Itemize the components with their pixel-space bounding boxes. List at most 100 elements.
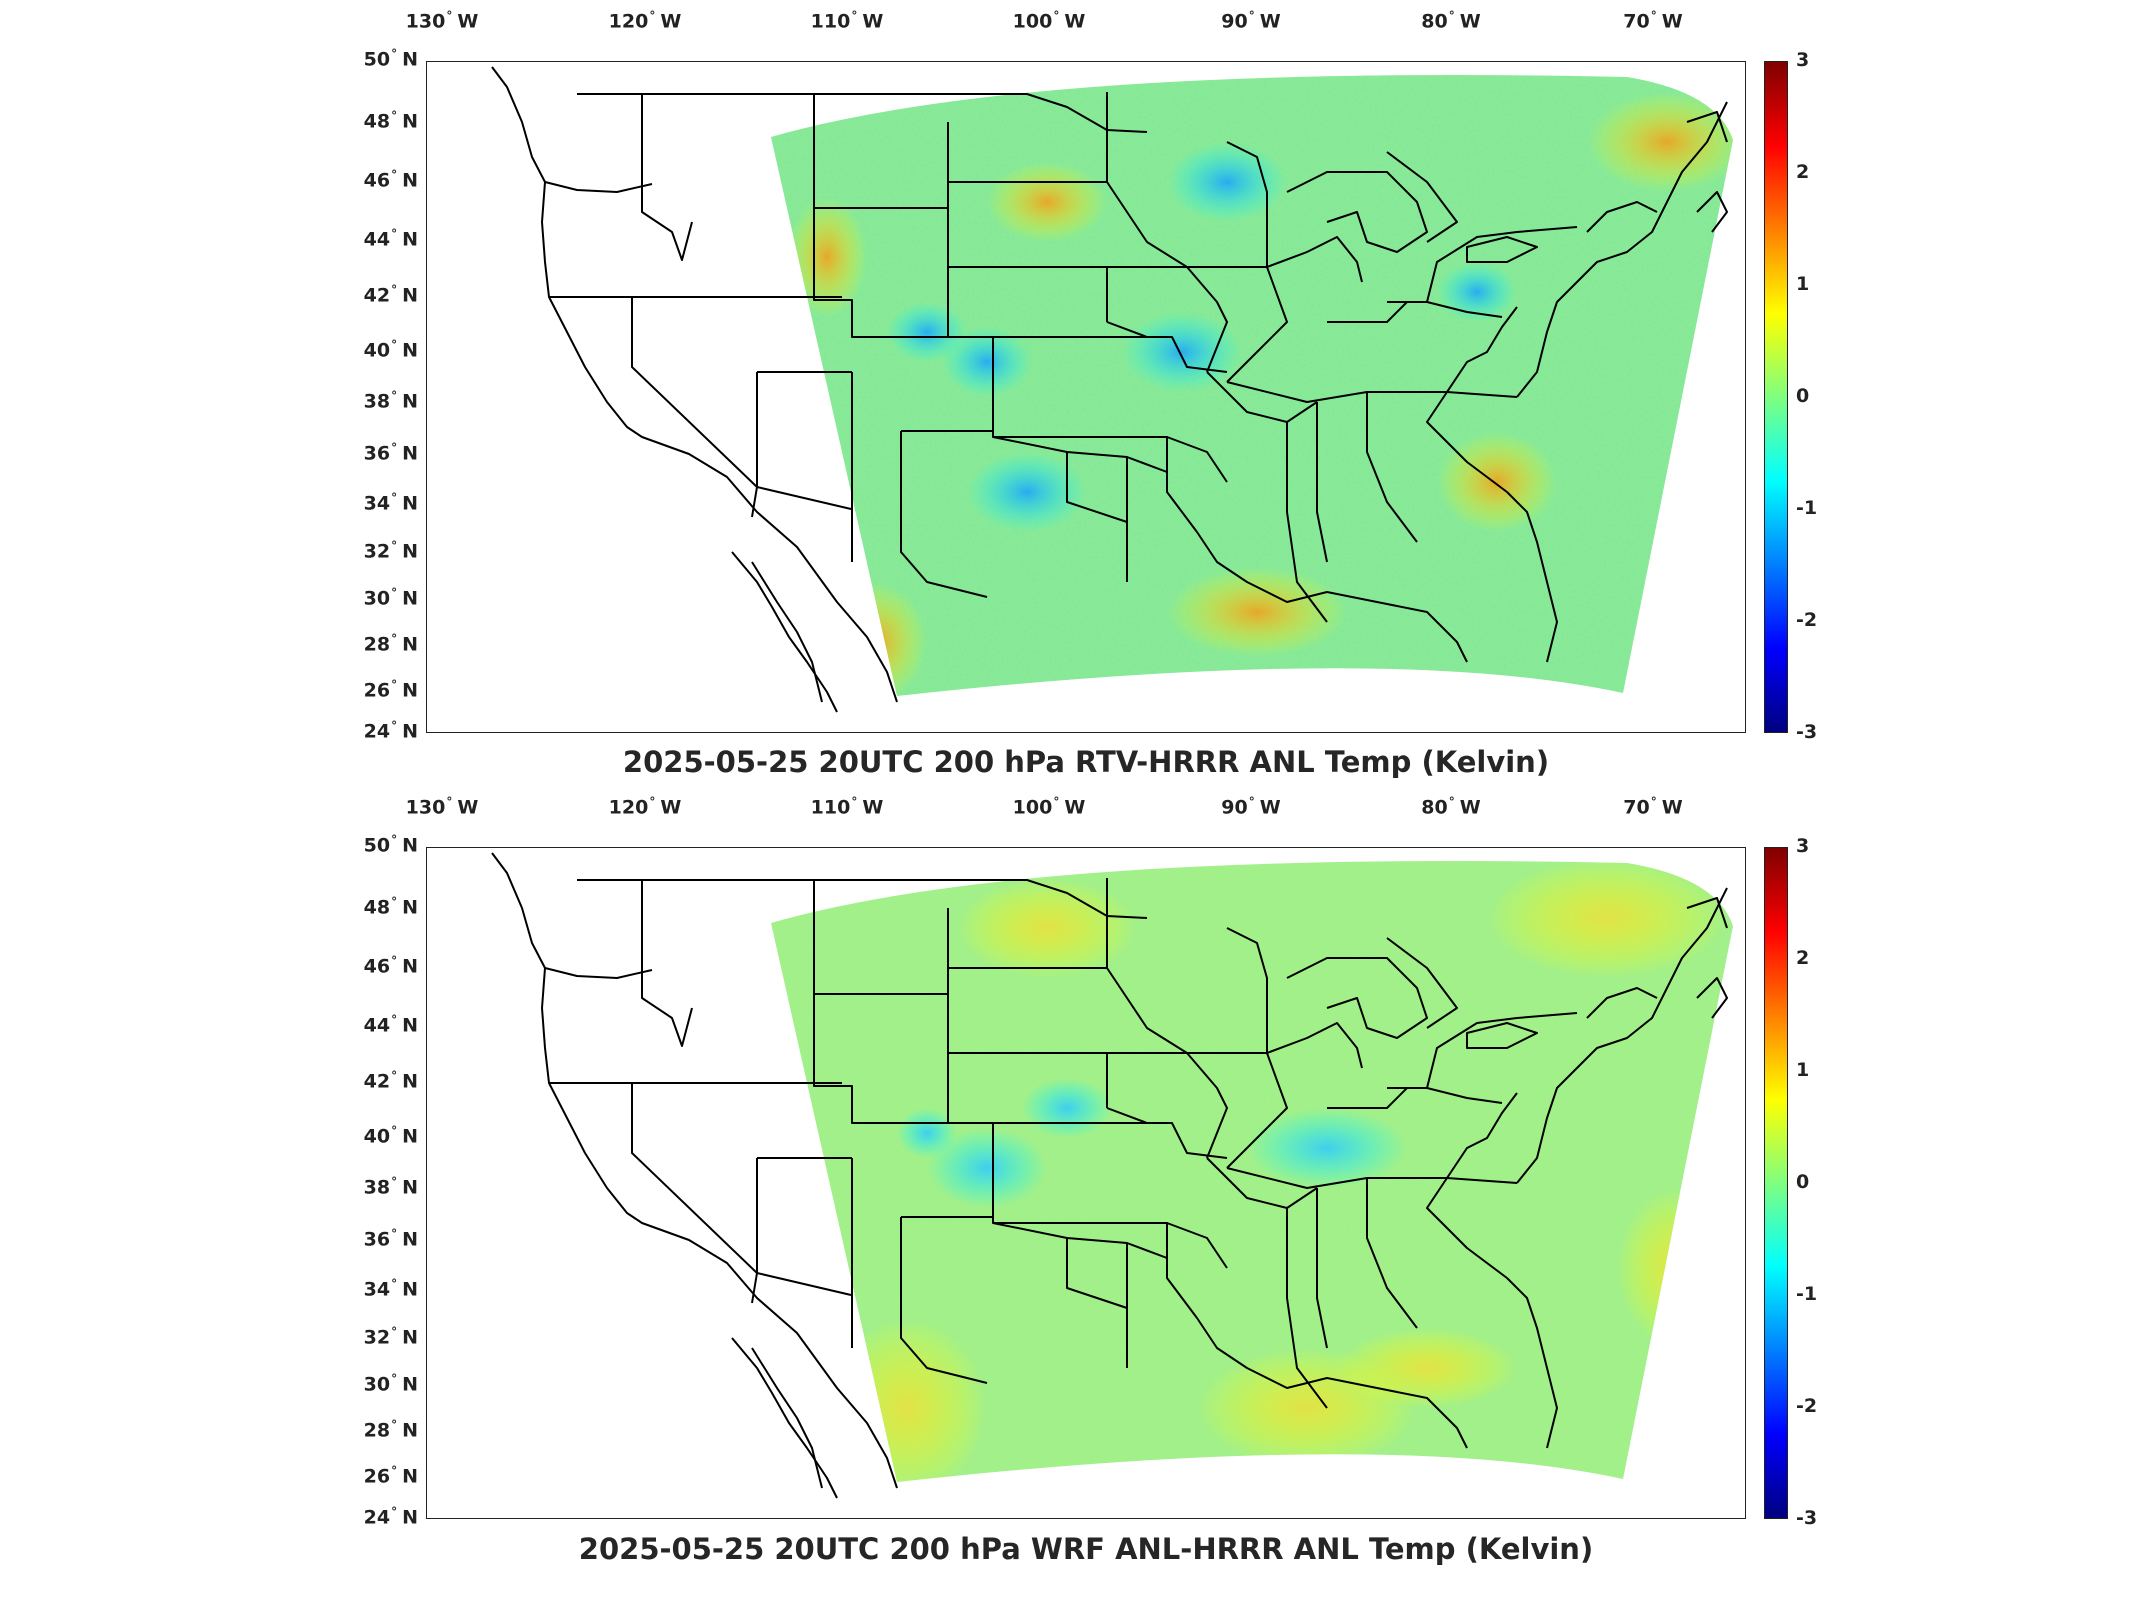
latitude-label: 34° N (328, 491, 418, 514)
label-degree-value: 26 (363, 679, 391, 702)
boundary-line (544, 967, 653, 979)
boundary-line (1327, 1087, 1408, 1109)
boundary-line (1226, 141, 1268, 267)
degree-symbol: ° (851, 9, 858, 23)
colorbar-tick-label: 2 (1796, 947, 1810, 969)
degree-symbol: ° (1053, 795, 1060, 809)
boundary-line (1266, 1022, 1363, 1069)
label-hemisphere: N (402, 1125, 418, 1148)
boundary-line (1386, 937, 1458, 1029)
boundary-line (1166, 1222, 1228, 1269)
boundary-line (731, 1337, 838, 1499)
latitude-label: 36° N (328, 1227, 418, 1250)
boundary-line (947, 879, 1148, 919)
boundary-line (1206, 1157, 1318, 1209)
label-hemisphere: N (402, 339, 418, 362)
label-hemisphere: W (1259, 10, 1281, 33)
degree-symbol: ° (391, 1464, 398, 1478)
longitude-label: 130° W (406, 795, 479, 818)
boundary-line (1226, 927, 1268, 1053)
label-hemisphere: N (402, 1373, 418, 1396)
label-hemisphere: N (402, 284, 418, 307)
label-degree-value: 50 (363, 834, 391, 857)
boundary-line (1107, 1052, 1228, 1159)
degree-symbol: ° (391, 47, 398, 61)
longitude-label: 80° W (1421, 795, 1480, 818)
label-hemisphere: W (1064, 10, 1086, 33)
degree-symbol: ° (391, 895, 398, 909)
label-degree-value: 26 (363, 1465, 391, 1488)
label-hemisphere: N (402, 442, 418, 465)
colorbar-bottom (1764, 847, 1788, 1519)
boundary-line (1686, 897, 1728, 929)
colorbar-tick-label: -2 (1796, 609, 1818, 631)
label-hemisphere: N (402, 633, 418, 656)
degree-symbol: ° (1448, 795, 1455, 809)
label-degree-value: 70 (1623, 10, 1650, 33)
boundary-line (756, 1272, 852, 1296)
latitude-label: 30° N (328, 1372, 418, 1395)
map-area-bottom (426, 847, 1746, 1519)
boundary-line (1196, 531, 1468, 663)
boundary-line (993, 436, 1198, 533)
label-degree-value: 30 (363, 1373, 391, 1396)
colorbar-tick-label: 1 (1796, 273, 1810, 295)
label-degree-value: 32 (363, 1326, 391, 1349)
map-svg-bottom (491, 852, 1733, 1499)
boundary-line (1426, 226, 1578, 303)
label-hemisphere: N (402, 492, 418, 515)
colorbar-tick-label: 2 (1796, 161, 1810, 183)
latitude-label: 26° N (328, 678, 418, 701)
panel-title-bottom: 2025-05-25 20UTC 200 hPa WRF ANL-HRRR AN… (578, 1532, 1594, 1566)
boundary-line (1106, 1107, 1148, 1124)
label-degree-value: 32 (363, 540, 391, 563)
degree-symbol: ° (649, 9, 656, 23)
boundary-line (813, 994, 993, 1124)
boundary-line (1466, 1022, 1538, 1049)
colorbar-tick-label: -3 (1796, 721, 1818, 743)
latitude-label: 34° N (328, 1277, 418, 1300)
colorbar-tick-label: 1 (1796, 1059, 1810, 1081)
label-degree-value: 90 (1221, 796, 1248, 819)
boundary-line (1106, 181, 1188, 268)
label-degree-value: 130 (405, 796, 446, 819)
longitude-label: 130° W (406, 9, 479, 32)
degree-symbol: ° (1650, 795, 1657, 809)
label-degree-value: 50 (363, 48, 391, 71)
colorbar-tick-label: 3 (1796, 835, 1810, 857)
label-degree-value: 36 (363, 442, 391, 465)
label-degree-value: 36 (363, 1228, 391, 1251)
label-degree-value: 44 (363, 228, 391, 251)
degree-symbol: ° (446, 9, 453, 23)
boundary-line (631, 297, 758, 518)
colorbar-tick-label: 0 (1796, 1171, 1810, 1193)
boundary-line (1286, 957, 1428, 1039)
degree-symbol: ° (1053, 9, 1060, 23)
label-hemisphere: N (402, 955, 418, 978)
boundary-line (813, 94, 949, 209)
boundary-line (1206, 371, 1318, 423)
label-hemisphere: W (862, 10, 884, 33)
label-hemisphere: N (402, 110, 418, 133)
boundary-line (1106, 321, 1148, 338)
map-svg-top (491, 66, 1733, 713)
degree-symbol: ° (391, 1175, 398, 1189)
boundary-line (631, 1083, 758, 1304)
latitude-label: 44° N (328, 227, 418, 250)
degree-symbol: ° (391, 1069, 398, 1083)
boundary-line (900, 431, 988, 598)
label-hemisphere: N (402, 679, 418, 702)
label-degree-value: 110 (810, 10, 851, 33)
label-hemisphere: N (402, 169, 418, 192)
latitude-label: 32° N (328, 539, 418, 562)
longitude-label: 100° W (1013, 9, 1086, 32)
boundary-line (1366, 1178, 1418, 1329)
label-hemisphere: N (402, 834, 418, 857)
label-degree-value: 80 (1421, 796, 1448, 819)
label-hemisphere: W (1064, 796, 1086, 819)
colorbar-tick-label: -3 (1796, 1507, 1818, 1529)
degree-symbol: ° (391, 678, 398, 692)
label-degree-value: 24 (363, 720, 391, 743)
latitude-label: 50° N (328, 47, 418, 70)
degree-symbol: ° (391, 227, 398, 241)
